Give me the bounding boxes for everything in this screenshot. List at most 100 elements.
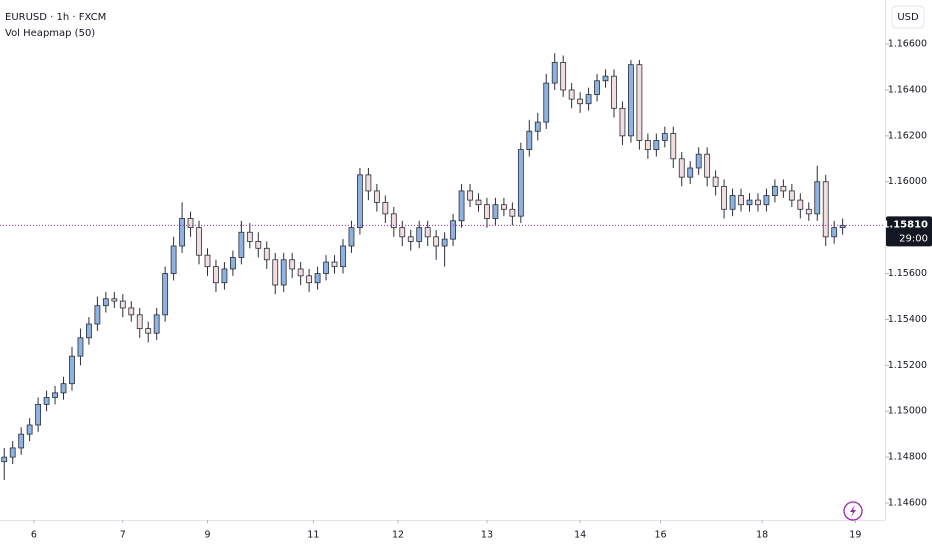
candle-body <box>348 227 355 247</box>
candle-body <box>467 190 473 201</box>
candle-body <box>60 383 67 394</box>
symbol-title: EURUSD · 1h · FXCM <box>5 12 106 23</box>
candle-body <box>255 241 262 249</box>
candle-body <box>272 259 279 286</box>
candle-body <box>390 213 397 229</box>
candle-body <box>407 236 414 242</box>
x-tick-label: 14 <box>574 530 586 541</box>
candle-body <box>153 314 160 334</box>
y-tick-label: 1.15400 <box>888 314 927 325</box>
indicator-name: Vol Heapmap (50) <box>5 28 95 39</box>
candle-body <box>577 98 584 105</box>
candle-body <box>644 140 651 151</box>
candle-body <box>263 247 270 261</box>
x-tick-label: 9 <box>204 530 210 541</box>
candle-body <box>653 140 660 151</box>
candle-body <box>365 174 372 192</box>
lightning-icon[interactable] <box>843 501 863 521</box>
candle-body <box>441 238 448 247</box>
candle-body <box>619 107 626 137</box>
y-tick-label: 1.14600 <box>888 498 927 509</box>
candle-body <box>399 227 406 238</box>
candle-body <box>772 185 778 196</box>
candle-body <box>788 190 795 201</box>
x-tick-label: 11 <box>307 530 319 541</box>
y-tick-label: 1.15600 <box>888 268 927 279</box>
x-tick-label: 16 <box>655 530 667 541</box>
candle-body <box>602 75 609 82</box>
candle-body <box>594 80 600 95</box>
candle-body <box>763 195 770 206</box>
candle-body <box>661 133 668 141</box>
candle-body <box>229 257 236 270</box>
candle-body <box>179 218 185 247</box>
candle-body <box>128 307 135 316</box>
candle-body <box>450 220 456 240</box>
x-tick-label: 7 <box>120 530 126 541</box>
x-tick-label: 18 <box>756 530 768 541</box>
candle-body <box>416 227 423 242</box>
candle-body <box>704 153 711 178</box>
candle-body <box>289 259 296 270</box>
x-tick-label: 12 <box>392 530 404 541</box>
candle-body <box>433 236 440 247</box>
candle-body <box>517 149 524 217</box>
candle-body <box>526 130 533 151</box>
candle-body <box>162 273 169 316</box>
currency-label: USD <box>897 12 919 23</box>
candle-body <box>306 275 313 284</box>
currency-button[interactable] <box>891 5 925 29</box>
candle-body <box>136 314 143 330</box>
y-tick-label: 1.16400 <box>888 84 927 95</box>
candle-body <box>69 355 75 385</box>
candle-body <box>814 181 821 215</box>
y-tick-label: 1.14800 <box>888 452 927 463</box>
x-tick-label: 6 <box>31 530 37 541</box>
candle-body <box>492 204 499 219</box>
candle-body <box>111 298 118 302</box>
candle-body <box>551 62 558 84</box>
candle-body <box>52 392 58 398</box>
candle-body <box>26 424 33 435</box>
candle-body <box>196 227 202 256</box>
candles <box>1 53 846 481</box>
candle-body <box>357 174 363 229</box>
candle-body <box>340 245 346 268</box>
candle-body <box>43 397 50 405</box>
candle-body <box>534 121 541 132</box>
candle-body <box>145 328 152 334</box>
candle-body <box>77 337 84 357</box>
candle-body <box>687 167 694 178</box>
candle-body <box>297 268 304 277</box>
candle-body <box>475 199 482 206</box>
y-tick-label: 1.16200 <box>888 130 927 141</box>
candle-body <box>746 199 753 206</box>
candle-body <box>755 199 761 206</box>
candle-body <box>35 403 42 426</box>
last-price-label: 1.15810 <box>882 219 928 230</box>
y-tick-label: 1.16600 <box>888 39 927 50</box>
candle-body <box>9 447 16 458</box>
candle-body <box>611 75 617 109</box>
candle-body <box>560 62 567 91</box>
candle-body <box>721 185 727 210</box>
candle-body <box>585 94 592 105</box>
candle-body <box>246 231 253 242</box>
candle-body <box>331 261 338 268</box>
candle-body <box>509 208 516 217</box>
candle-body <box>780 185 787 192</box>
candle-body <box>373 190 380 203</box>
candle-body <box>636 64 643 141</box>
candle-body <box>500 204 507 210</box>
candle-body <box>695 153 702 169</box>
candle-body <box>628 64 634 137</box>
candle-body <box>458 190 465 222</box>
candle-body <box>797 199 804 210</box>
last-price-box <box>886 216 932 247</box>
candle-body <box>94 305 101 325</box>
candle-body <box>831 227 838 238</box>
candle-body <box>119 300 126 309</box>
candle-body <box>678 158 685 178</box>
